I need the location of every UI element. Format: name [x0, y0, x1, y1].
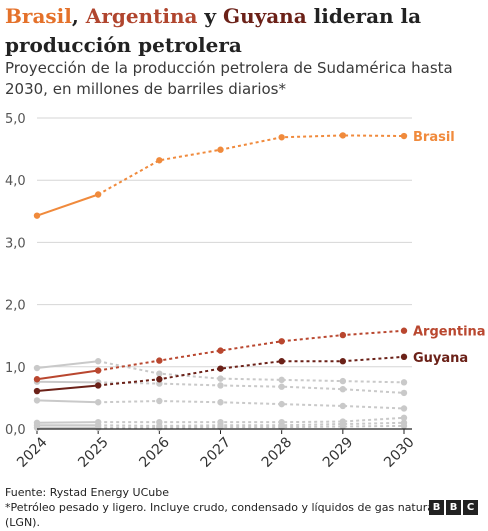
- series-line-projection: [98, 329, 405, 372]
- footer: Fuente: Rystad Energy UCube *Petróleo pe…: [5, 485, 445, 530]
- data-point: [339, 385, 347, 393]
- bbc-logo-letter: B: [429, 500, 444, 515]
- data-point: [156, 157, 163, 164]
- data-point: [217, 399, 224, 406]
- title-part: y: [197, 4, 223, 28]
- data-point: [156, 424, 163, 431]
- title-part: lideran la producción petrolera: [5, 4, 422, 57]
- data-point: [400, 132, 408, 140]
- data-point: [217, 146, 224, 153]
- line-chart: 0,0 1,0 2,0 3,0 4,0 5,0 2024 2025 2026 2027 2028 20…: [5, 112, 486, 471]
- series-line-projection: [98, 381, 405, 394]
- y-tick-label: 1,0: [5, 361, 26, 376]
- series-label: Guyana: [413, 351, 468, 366]
- data-point: [278, 134, 285, 141]
- data-point: [33, 376, 41, 383]
- series-line-projection: [98, 424, 405, 429]
- data-point: [217, 375, 224, 382]
- series-line-actual: [36, 399, 99, 404]
- data-point: [94, 358, 102, 365]
- title-part: Brasil: [5, 4, 72, 28]
- series-line-actual: [36, 384, 99, 393]
- data-point: [400, 405, 408, 412]
- data-point: [94, 191, 102, 198]
- data-point: [33, 212, 41, 219]
- series-line-actual: [36, 193, 99, 217]
- series-label: Brasil: [413, 130, 455, 145]
- data-point: [33, 424, 41, 431]
- data-point: [339, 331, 347, 339]
- data-point: [94, 424, 102, 431]
- data-point: [156, 397, 163, 405]
- data-point: [278, 376, 285, 384]
- footnote: *Petróleo pesado y ligero. Incluye crudo…: [5, 501, 438, 529]
- bbc-logo-letter: B: [446, 500, 461, 515]
- data-point: [156, 376, 163, 383]
- data-point: [217, 382, 224, 389]
- chart-subtitle: Proyección de la producción petrolera de…: [5, 59, 453, 98]
- series-line-actual: [36, 369, 99, 381]
- bbc-logo-letter: C: [463, 500, 478, 515]
- y-tick-label: 0,0: [5, 423, 26, 438]
- data-point: [278, 358, 285, 365]
- series-line-actual: [36, 360, 99, 370]
- data-point: [400, 379, 408, 386]
- data-point: [400, 389, 408, 397]
- series-line-projection: [98, 416, 405, 424]
- chart-title: Brasil, Argentina y Guyana lideran la pr…: [5, 2, 483, 60]
- data-point: [339, 358, 347, 365]
- data-point: [400, 414, 408, 422]
- data-point: [156, 370, 163, 377]
- data-point: [94, 367, 102, 374]
- data-point: [400, 422, 408, 430]
- bbc-logo: B B C: [429, 500, 478, 515]
- title-part: ,: [71, 4, 86, 28]
- data-point: [278, 400, 285, 408]
- data-point: [156, 357, 163, 364]
- series-line-actual: [36, 421, 99, 424]
- data-point: [217, 347, 224, 354]
- series-line-projection: [98, 355, 405, 387]
- data-point: [400, 353, 408, 361]
- data-point: [278, 338, 285, 345]
- title-part: Argentina: [85, 4, 198, 28]
- title-part: Guyana: [222, 4, 307, 28]
- x-tick-label: 2026: [136, 434, 173, 471]
- series-line-actual: [36, 380, 99, 384]
- data-point: [400, 327, 408, 334]
- data-point: [339, 423, 347, 430]
- data-point: [339, 402, 347, 410]
- series-line-projection: [97, 360, 405, 384]
- data-point: [94, 382, 102, 389]
- series-label: Argentina: [413, 325, 486, 340]
- x-tick-label: 2028: [259, 434, 296, 471]
- series-line-projection: [97, 134, 405, 196]
- data-point: [33, 364, 41, 372]
- data-point: [278, 383, 285, 390]
- data-point: [94, 399, 102, 406]
- data-point: [339, 132, 347, 139]
- source-note: Fuente: Rystad Energy UCube: [5, 486, 169, 499]
- y-tick-label: 5,0: [5, 112, 26, 127]
- x-tick-label: 2024: [14, 434, 51, 471]
- y-tick-label: 2,0: [5, 299, 26, 314]
- data-point: [217, 365, 224, 372]
- x-tick-label: 2030: [381, 434, 418, 471]
- x-tick-label: 2025: [75, 434, 112, 471]
- data-point: [33, 387, 41, 395]
- data-point: [339, 377, 347, 385]
- data-point: [33, 397, 41, 404]
- y-tick-label: 3,0: [5, 236, 26, 251]
- y-tick-label: 4,0: [5, 174, 26, 189]
- series-line-projection: [98, 421, 405, 427]
- series-line-projection: [98, 400, 405, 410]
- x-tick-label: 2029: [320, 434, 357, 471]
- x-tick-label: 2027: [198, 434, 235, 471]
